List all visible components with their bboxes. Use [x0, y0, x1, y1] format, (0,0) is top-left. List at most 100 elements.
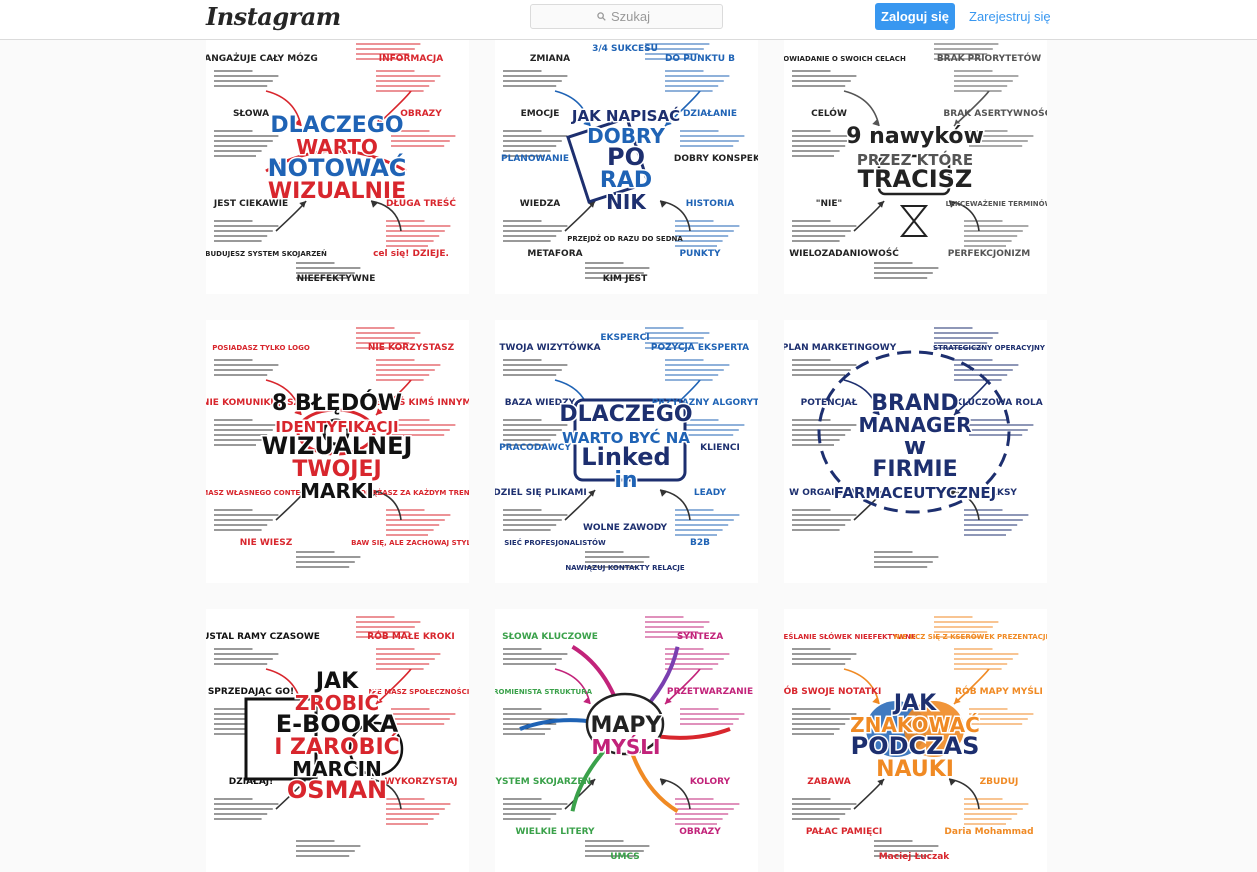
sketch-label: STRATEGICZNY OPERACYJNY [933, 344, 1046, 352]
sketch-title-line: DLACZEGO [270, 113, 403, 138]
sketch-label: RÓB SWOJE NOTATKI [784, 685, 881, 697]
sketch-label: CELÓW [811, 107, 847, 119]
sketch-label: USTAL RAMY CZASOWE [206, 632, 320, 642]
arrow-head [299, 201, 306, 208]
instagram-logo[interactable]: Instagram [206, 2, 341, 31]
sketch-title-line: PO [607, 143, 645, 171]
central-illustration [866, 701, 964, 757]
arrow-doodle [659, 489, 691, 521]
sketch-label: PAŁAC PAMIĘCI [806, 827, 882, 837]
sketch-title-line: ZROBIĆ [295, 691, 379, 715]
sketchnote-image: ZMIANA DO PUNKTU B EMOCJE DZIAŁANIE WIEDZA HI… [495, 31, 758, 294]
sketch-title-line: MARKI [300, 479, 374, 503]
central-illustration [265, 149, 407, 173]
sketch-label: SYNTEZA [677, 632, 723, 642]
sketch-title-line: E-BOOKA [276, 710, 399, 738]
arrow-doodle [554, 90, 591, 127]
central-illustration [566, 116, 650, 204]
book-doodle [566, 116, 650, 204]
arrow-head [299, 779, 306, 786]
arrow-doodle [948, 489, 980, 521]
post-thumbnail[interactable]: ZMIANA DO PUNKTU B EMOCJE DZIAŁANIE WIEDZA HI… [495, 31, 758, 294]
top-navigation-bar: Instagram Zaloguj się Zarejestruj się [0, 0, 1257, 40]
search-input[interactable] [611, 9, 701, 24]
login-button[interactable]: Zaloguj się [875, 3, 955, 30]
arrow-doodle [375, 90, 412, 127]
sketch-label: NAWIĄZUJ KONTAKTY RELACJE [565, 564, 685, 572]
sketchnote-image: POSIADASZ TYLKO LOGO NIE KORZYSTASZ NIE KO… [206, 320, 469, 583]
sketch-label: PRZETWARZANIE [667, 687, 753, 697]
sketchnote-image: OPOWIADANIE O SWOICH CELACH BRAK PRIORYTE… [784, 31, 1047, 294]
post-thumbnail[interactable]: PLAN MARKETINGOWY STRATEGICZNY OPERACYJNY… [784, 320, 1047, 583]
arrow-doodle [375, 668, 412, 705]
central-illustration [817, 350, 1011, 514]
sketch-label: DOBRY KONSPEKT [674, 154, 758, 164]
arrow-head [583, 697, 590, 704]
sketch-label: RÓB MAŁE KROKI [367, 630, 454, 642]
post-thumbnail[interactable]: ANGAŻUJE CAŁY MÓZG INFORMACJA SŁOWA OBRAZY J… [206, 31, 469, 294]
sketch-title-line: JAK NAPISAĆ [571, 106, 680, 125]
sketch-label: BAZA WIEDZY [505, 398, 576, 408]
arrow-head [294, 119, 301, 126]
ebook-doodle [244, 697, 318, 781]
sketch-title-line: MAPY [591, 713, 663, 738]
arrow-head [299, 490, 306, 497]
hourglass-doodle [899, 205, 929, 237]
sketch-label: WIELOZADANIOWOŚĆ [789, 247, 899, 259]
laptop-frame [573, 398, 687, 482]
sketch-label: NIE UCZ SIĘ Z KSERÓWEK PREZENTACJI KSIĄŻ… [894, 632, 1047, 641]
sketch-label: JESTEŚ KIMŚ INNYM [370, 396, 469, 408]
search-box[interactable] [530, 4, 723, 29]
sketch-label: NIEEFEKTYWNE [297, 274, 376, 284]
post-thumbnail[interactable]: OPOWIADANIE O SWOICH CELACH BRAK PRIORYTE… [784, 31, 1047, 294]
sketchnote-image: USTAL RAMY CZASOWE RÓB MAŁE KROKI SPRZEDAJ… [206, 609, 469, 872]
sketchnote-image: PLAN MARKETINGOWY STRATEGICZNY OPERACYJNY… [784, 320, 1047, 583]
post-thumbnail[interactable]: SŁOWA KLUCZOWE SYNTEZA PROMIENISTA STRUKTU… [495, 609, 758, 872]
brain-right-hemisphere [904, 701, 964, 757]
underline-doodle [265, 149, 407, 173]
sketch-title-line: WIZUALNEJ [262, 432, 413, 460]
sketch-label: cel się! DZIEJE. [373, 249, 449, 259]
sketch-label: PRZYJAZNY ALGORYTM [652, 398, 758, 408]
arrow-doodle [664, 668, 701, 705]
sketch-doodles [792, 616, 1034, 857]
post-thumbnail[interactable]: POSIADASZ TYLKO LOGO NIE KORZYSTASZ NIE KO… [206, 320, 469, 583]
sketch-label: PLAN MARKETINGOWY [784, 343, 897, 353]
sketch-label: KLUCZOWA ROLA [955, 398, 1042, 408]
arrow-head [376, 697, 383, 704]
portrait-doodle [348, 721, 404, 777]
sketch-label: NIE MASZ WŁASNEGO CONTENTU [206, 489, 317, 497]
sketch-label: W ORGANIZACJI [789, 488, 869, 498]
sketch-doodles [214, 327, 456, 568]
arrow-doodle [370, 489, 402, 521]
arrow-head [371, 490, 378, 497]
sketchnote-image: ANGAŻUJE CAŁY MÓZG INFORMACJA SŁOWA OBRAZY J… [206, 31, 469, 294]
sketch-label: PROMIENISTA STRUKTURA [495, 688, 593, 696]
sketch-title-line: I ZAROBIĆ [274, 734, 400, 760]
sketch-title-line: FARMACEUTYCZNEJ [834, 484, 996, 502]
sketch-label: WOLNE ZAWODY [583, 523, 668, 533]
sketch-label: DŁUGA TREŚĆ [386, 197, 456, 209]
arrow-doodle [953, 668, 990, 705]
arrow-head [954, 119, 961, 126]
sketch-title-line: BRAND [871, 391, 958, 416]
arrow-head [949, 201, 956, 208]
sketch-doodles [214, 616, 456, 857]
arrow-head [665, 697, 672, 704]
sketch-title-line: JAK [892, 691, 937, 716]
sketch-label: PERFEKCJONIZM [948, 249, 1031, 259]
sketch-title-line: MYŚLI [592, 735, 661, 759]
sketch-label: WYKORZYSTAJ [385, 777, 458, 787]
signup-link[interactable]: Zarejestruj się [969, 9, 1051, 24]
sketch-title-line: TWOJEJ [292, 457, 381, 482]
sketch-label: BUDUJESZ SYSTEM SKOJARZEŃ [206, 249, 327, 258]
post-thumbnail[interactable]: USTAL RAMY CZASOWE RÓB MAŁE KROKI SPRZEDAJ… [206, 609, 469, 872]
sketch-label: PRACODAWCY [499, 443, 571, 453]
sketch-title-line: ZNAKOWAĆ [850, 713, 980, 737]
sketch-label: WIELKIE LITERY [515, 827, 595, 837]
post-thumbnail[interactable]: TWOJA WIZYTÓWKA POZYCJA EKSPERTA BAZA WIED… [495, 320, 758, 583]
arrow-doodle [554, 668, 591, 705]
sketchnote-image: TWOJA WIZYTÓWKA POZYCJA EKSPERTA BAZA WIED… [495, 320, 758, 583]
arrow-head [949, 779, 956, 786]
